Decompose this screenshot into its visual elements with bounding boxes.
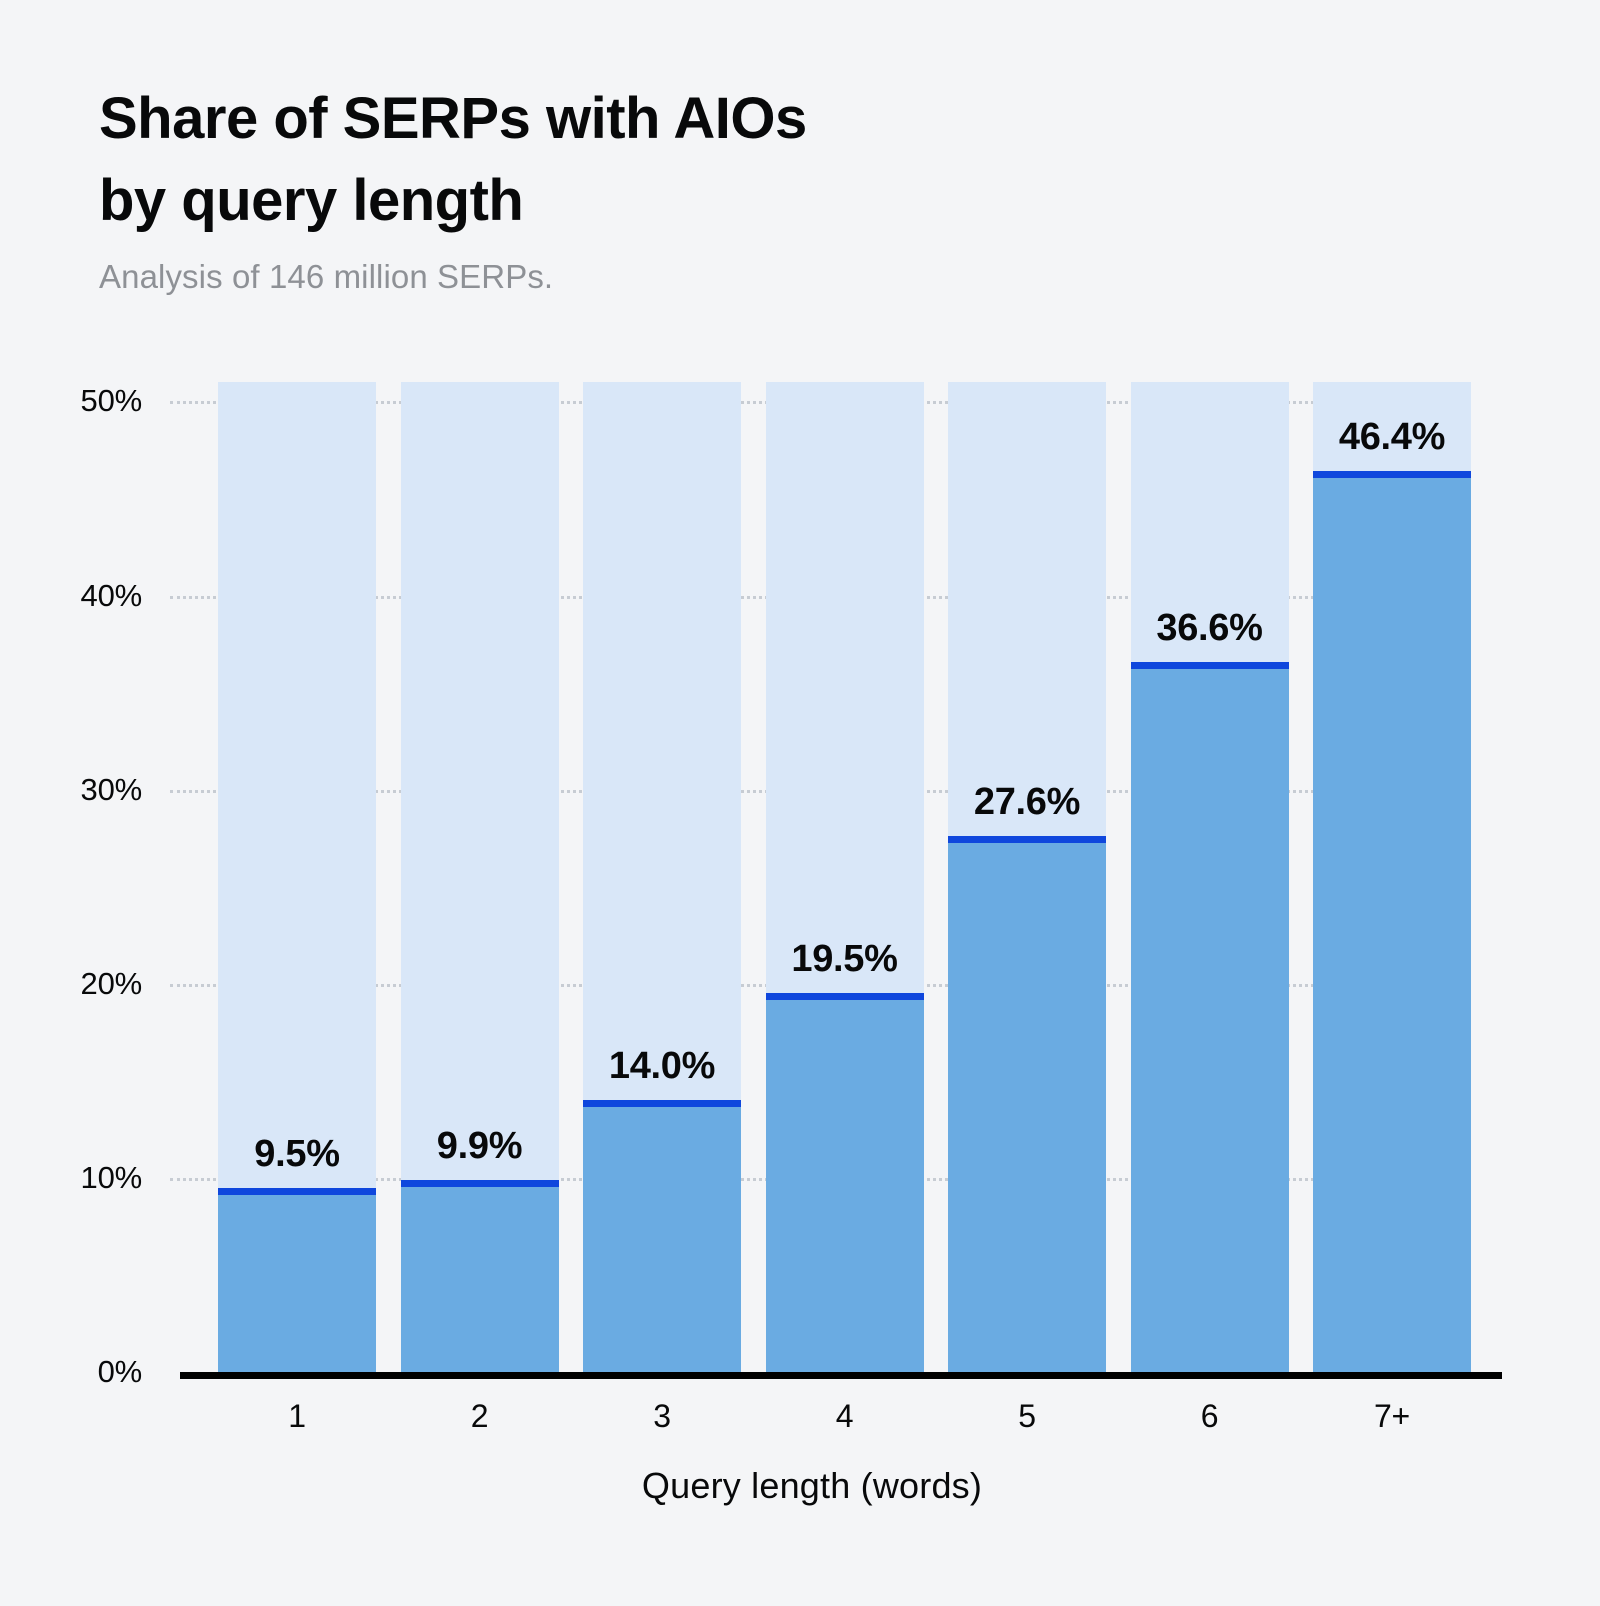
page-title: Share of SERPs with AIOs by query length	[99, 86, 807, 234]
bar-slot[interactable]: 19.5%	[765, 382, 924, 1372]
bar-value-label: 46.4%	[1338, 416, 1446, 459]
x-axis-tick-label: 1	[288, 1398, 306, 1434]
y-axis-tick-label: 20%	[80, 965, 143, 1001]
chart-header: Share of SERPs with AIOs by query length…	[99, 78, 1299, 295]
bar-fill[interactable]	[583, 1100, 741, 1372]
bar-fill[interactable]	[948, 836, 1106, 1372]
bar-value-label: 14.0%	[608, 1045, 716, 1088]
x-axis-title-text: Query length (words)	[641, 1465, 983, 1506]
bar-slot[interactable]: 36.6%	[1130, 382, 1289, 1372]
bar-value-label: 27.6%	[973, 781, 1081, 824]
y-axis-tick-label: 0%	[97, 1354, 143, 1389]
x-axis-tick-label: 2	[470, 1398, 489, 1434]
plot-area: 9.5% 9.9% 14.0% 19.5% 27.6% 36.6% 46.4%	[170, 382, 1471, 1372]
x-axis-tick-label: 7+	[1373, 1398, 1411, 1434]
x-axis-tick-label: 6	[1200, 1398, 1219, 1434]
bar-fill[interactable]	[218, 1187, 376, 1372]
bar-slot[interactable]: 46.4%	[1313, 382, 1471, 1372]
y-axis-tick-label: 40%	[80, 577, 143, 613]
x-axis-title: Query length (words)	[0, 1465, 1600, 1507]
bar-slot[interactable]: 14.0%	[583, 382, 741, 1372]
bar-slot[interactable]: 9.5%	[218, 382, 376, 1372]
bar-fill[interactable]	[765, 993, 924, 1372]
bar-value-label: 36.6%	[1156, 606, 1263, 649]
bar-value-label: 9.9%	[436, 1124, 523, 1167]
bar-value-label: 9.5%	[254, 1132, 340, 1175]
x-axis-tick-labels: 1 2 3 4 5 6 7+	[218, 1398, 1471, 1435]
x-axis-tick-label: 3	[653, 1398, 671, 1434]
x-axis-tick-label: 4	[835, 1398, 854, 1434]
x-axis-tick-label: 5	[1018, 1398, 1036, 1434]
bar-slot[interactable]: 27.6%	[948, 382, 1106, 1372]
y-axis-tick-label: 50%	[80, 383, 143, 419]
bar-series: 9.5% 9.9% 14.0% 19.5% 27.6% 36.6% 46.4%	[218, 382, 1471, 1372]
bar-fill[interactable]	[1313, 471, 1471, 1372]
bar-slot[interactable]: 9.9%	[400, 382, 559, 1372]
bar-fill[interactable]	[400, 1179, 559, 1372]
y-axis-tick-label: 10%	[80, 1159, 143, 1195]
y-axis-tick-label: 30%	[80, 771, 143, 807]
bar-fill[interactable]	[1130, 661, 1289, 1372]
x-axis-line	[180, 1372, 1502, 1379]
chart-subtitle: Analysis of 146 million SERPs.	[99, 257, 554, 295]
bar-value-label: 19.5%	[791, 938, 898, 981]
